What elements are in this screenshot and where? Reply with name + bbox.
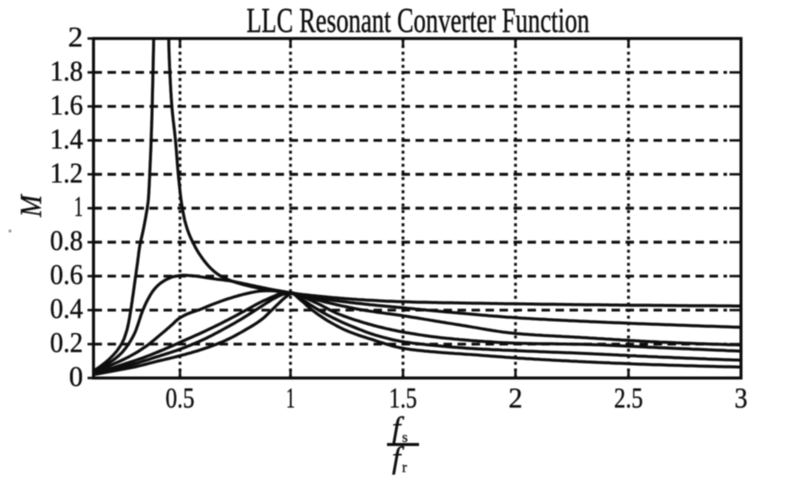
svg-text:M: M bbox=[13, 193, 48, 218]
svg-text:1: 1 bbox=[74, 192, 83, 223]
svg-text:2: 2 bbox=[509, 384, 523, 415]
svg-text:s: s bbox=[402, 430, 408, 446]
svg-text:1.8: 1.8 bbox=[50, 56, 83, 87]
svg-text:0.6: 0.6 bbox=[50, 260, 83, 291]
svg-text:2: 2 bbox=[68, 23, 83, 54]
svg-text:0.2: 0.2 bbox=[50, 328, 83, 359]
svg-text:1.6: 1.6 bbox=[50, 90, 83, 121]
svg-text:1.4: 1.4 bbox=[50, 124, 83, 155]
svg-text:0.4: 0.4 bbox=[50, 294, 83, 325]
svg-text:1: 1 bbox=[286, 384, 295, 415]
svg-text:1.2: 1.2 bbox=[50, 158, 83, 189]
svg-text:1.5: 1.5 bbox=[389, 384, 417, 415]
svg-text:0.5: 0.5 bbox=[166, 384, 195, 415]
svg-text:r: r bbox=[402, 460, 407, 476]
svg-text:LLC Resonant Converter Functio: LLC Resonant Converter Function bbox=[247, 1, 590, 40]
svg-text:0: 0 bbox=[69, 362, 83, 393]
svg-text:2.5: 2.5 bbox=[614, 384, 643, 415]
svg-text:3: 3 bbox=[735, 384, 748, 415]
svg-text:0.8: 0.8 bbox=[50, 226, 83, 257]
